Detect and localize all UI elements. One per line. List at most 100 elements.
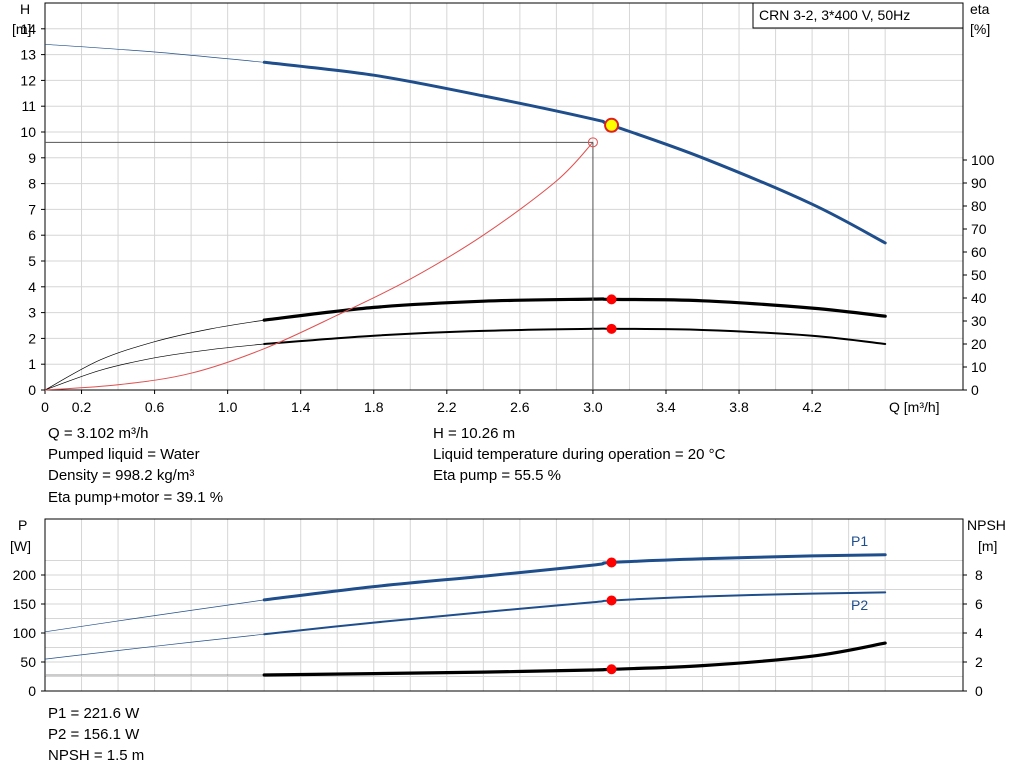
eta-tick-label: 80 bbox=[971, 198, 987, 214]
q-tick-label: 1.8 bbox=[364, 399, 384, 415]
lower-plot-frame bbox=[44, 518, 964, 692]
eta-pump_motor-curve bbox=[263, 327, 887, 345]
upper-grid bbox=[45, 3, 963, 390]
lower-duty-marks bbox=[606, 557, 617, 675]
q-tick-label: 0.2 bbox=[72, 399, 92, 415]
h-tick-label: 0 bbox=[28, 382, 36, 398]
q-tick-label: 3.4 bbox=[656, 399, 676, 415]
eta-tick-label: 50 bbox=[971, 267, 987, 283]
eta-tick-label: 60 bbox=[971, 244, 987, 260]
eta-tick-label: 40 bbox=[971, 290, 987, 306]
eta-tick-label: 30 bbox=[971, 313, 987, 329]
h-tick-label: 7 bbox=[28, 201, 36, 217]
readout-temperature: Liquid temperature during operation = 20… bbox=[433, 446, 726, 463]
h-tick-label: 3 bbox=[28, 305, 36, 321]
h-tick-label: 12 bbox=[20, 72, 36, 88]
eta-axis-label: eta bbox=[970, 1, 990, 17]
readout-eta-pump: Eta pump = 55.5 % bbox=[433, 467, 561, 484]
h-tick-label: 13 bbox=[20, 47, 36, 63]
upper-ticks: 0123456789101112131401020304050607080901… bbox=[20, 21, 994, 415]
eta-pump-curve bbox=[262, 297, 887, 322]
readout-density: Density = 998.2 kg/m³ bbox=[48, 467, 195, 484]
p2-duty-marker bbox=[606, 595, 617, 606]
eta-pump-motor-duty-marker bbox=[606, 323, 617, 334]
eta-tick-label: 90 bbox=[971, 175, 987, 191]
npsh-tick-label: 2 bbox=[975, 654, 983, 670]
eta-tick-label: 70 bbox=[971, 221, 987, 237]
eta-tick-label: 100 bbox=[971, 152, 995, 168]
H-curve-thin bbox=[44, 43, 265, 63]
readout-h: H = 10.26 m bbox=[433, 425, 516, 442]
upper-series bbox=[44, 43, 887, 391]
upper-plot-frame bbox=[44, 2, 964, 391]
readout-npsh: NPSH = 1.5 m bbox=[48, 747, 145, 764]
p-tick-label: 200 bbox=[13, 567, 37, 583]
npsh-duty-marker bbox=[606, 664, 617, 675]
h-tick-label: 1 bbox=[28, 356, 36, 372]
h-axis-label: H bbox=[20, 1, 30, 17]
p-axis-label: P bbox=[18, 517, 27, 533]
h-tick-label: 5 bbox=[28, 253, 36, 269]
eta-tick-label: 20 bbox=[971, 336, 987, 352]
q-tick-label: 2.6 bbox=[510, 399, 530, 415]
npsh-axis-unit: [m] bbox=[978, 538, 997, 554]
p1-curve-label: P1 bbox=[851, 533, 868, 549]
q-axis-label: Q [m³/h] bbox=[889, 399, 940, 415]
h-tick-label: 11 bbox=[21, 98, 36, 114]
p1-curve bbox=[262, 553, 887, 602]
lower-ticks: 0 50 100 150 200 0 2 4 6 8 bbox=[13, 567, 983, 699]
p2-curve bbox=[263, 591, 887, 636]
readout-eta-pump-motor: Eta pump+motor = 39.1 % bbox=[48, 489, 224, 506]
eta-pump-curve-thin bbox=[44, 319, 265, 391]
npsh-tick-label: 0 bbox=[975, 683, 983, 699]
npsh-tick-label: 6 bbox=[975, 596, 983, 612]
lower-series bbox=[44, 553, 887, 677]
system-point-marker bbox=[587, 137, 598, 148]
h-tick-label: 8 bbox=[28, 176, 36, 192]
chart-title: CRN 3-2, 3*400 V, 50Hz bbox=[759, 7, 910, 23]
h-tick-label: 6 bbox=[28, 227, 36, 243]
upper-duty-marks bbox=[45, 117, 620, 390]
q-tick-label: 0.6 bbox=[145, 399, 165, 415]
p1-curve-thin bbox=[44, 599, 265, 633]
power-npsh-chart: 0 50 100 150 200 0 2 4 6 8 P1 P2 P [W] NPSH [m] bbox=[10, 517, 1006, 699]
p2-curve-thin bbox=[44, 633, 265, 660]
h-tick-label: 10 bbox=[20, 124, 36, 140]
p-axis-unit: [W] bbox=[10, 538, 31, 554]
p-tick-label: 50 bbox=[20, 654, 36, 670]
q-tick-label: 4.2 bbox=[802, 399, 822, 415]
h-tick-label: 9 bbox=[28, 150, 36, 166]
h-axis-unit: [m] bbox=[12, 21, 31, 37]
duty-curve-line bbox=[44, 141, 594, 391]
npsh-tick-label: 8 bbox=[975, 567, 983, 583]
q-tick-label: 3.8 bbox=[729, 399, 749, 415]
q-tick-label: 3.0 bbox=[583, 399, 603, 415]
h-tick-label: 2 bbox=[28, 330, 36, 346]
q-tick-label: 1.0 bbox=[218, 399, 238, 415]
npsh-tick-label: 4 bbox=[975, 625, 983, 641]
chart-title-box bbox=[752, 2, 964, 29]
eta-pump-duty-marker bbox=[606, 294, 617, 305]
readout-liquid: Pumped liquid = Water bbox=[48, 446, 200, 463]
head-efficiency-chart: 0123456789101112131401020304050607080901… bbox=[12, 1, 995, 415]
p1-duty-marker bbox=[606, 557, 617, 568]
readout-q: Q = 3.102 m³/h bbox=[48, 425, 149, 442]
eta-pump_motor-curve-thin bbox=[44, 343, 265, 391]
q-tick-label: 0 bbox=[41, 399, 49, 415]
eta-tick-label: 10 bbox=[971, 359, 987, 375]
p-tick-label: 0 bbox=[28, 683, 36, 699]
eta-axis-unit: [%] bbox=[970, 21, 990, 37]
q-tick-label: 2.2 bbox=[437, 399, 457, 415]
head-duty-point-marker bbox=[604, 117, 620, 133]
lower-grid bbox=[45, 519, 963, 691]
H-curve bbox=[262, 60, 887, 245]
p-tick-label: 150 bbox=[13, 596, 37, 612]
p2-curve-label: P2 bbox=[851, 597, 868, 613]
npsh-axis-label: NPSH bbox=[967, 517, 1006, 533]
q-tick-label: 1.4 bbox=[291, 399, 311, 415]
p-tick-label: 100 bbox=[13, 625, 37, 641]
h-tick-label: 14 bbox=[20, 21, 36, 37]
eta-tick-label: 0 bbox=[971, 382, 979, 398]
npsh-curve bbox=[262, 641, 887, 677]
